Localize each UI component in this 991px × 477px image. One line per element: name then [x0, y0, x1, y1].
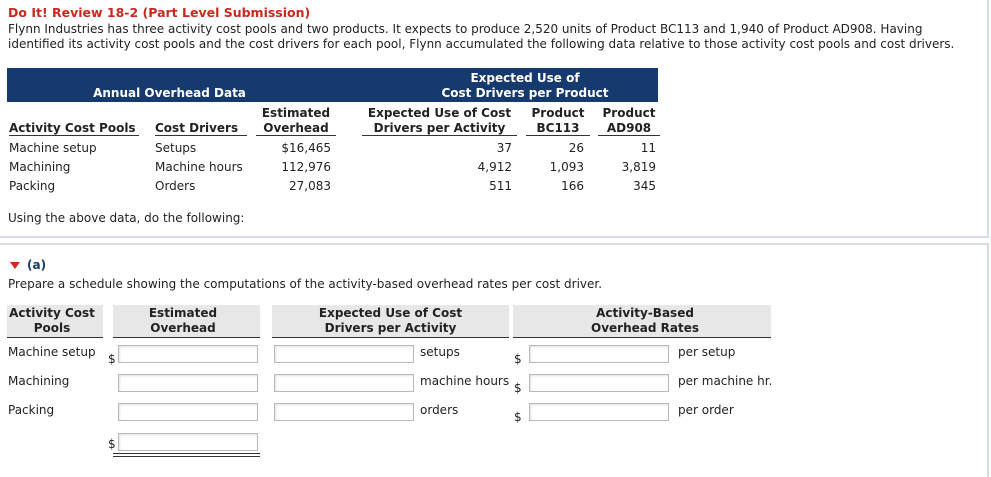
part-a-prompt: Prepare a schedule showing the computati…: [8, 277, 603, 291]
row-driver: Orders: [155, 179, 196, 193]
row-overhead: $16,465: [281, 141, 331, 155]
rate-input-machining[interactable]: [529, 374, 669, 392]
col-ad908-2: AD908: [598, 121, 660, 136]
gray-header-rate: [513, 305, 771, 338]
overhead-input-packing[interactable]: [118, 403, 258, 421]
a-col-overhead-1: Estimated: [148, 306, 218, 320]
a-col-rate-1: Activity-Based: [596, 306, 694, 320]
expected-use-header-1: Expected Use of: [470, 71, 580, 85]
col-ad908-1: Product: [602, 106, 656, 120]
dollar-sign: $: [514, 381, 522, 395]
a-row-unit: setups: [420, 345, 460, 359]
col-estimated-2: Overhead: [256, 121, 336, 136]
expected-use-header-2: Cost Drivers per Product: [441, 86, 609, 100]
a-row-per: per setup: [678, 345, 736, 359]
overhead-input-machine-setup[interactable]: [118, 345, 258, 363]
a-row-pool: Machining: [8, 374, 70, 388]
instruction-text: Using the above data, do the following:: [8, 211, 245, 225]
row-driver: Setups: [155, 141, 197, 155]
annual-overhead-header: Annual Overhead Data: [93, 86, 246, 100]
data-table-header-bar: [7, 68, 658, 102]
rate-input-packing[interactable]: [529, 403, 669, 421]
overhead-input-machining[interactable]: [118, 374, 258, 392]
col-bc113-2: BC113: [526, 121, 590, 136]
row-pool: Machine setup: [9, 141, 97, 155]
use-input-machining[interactable]: [274, 374, 414, 392]
overhead-input-total[interactable]: [118, 433, 258, 451]
a-col-rate-2: Overhead Rates: [591, 321, 699, 335]
col-cost-drivers: Cost Drivers: [155, 121, 247, 136]
row-overhead: 112,976: [281, 160, 331, 174]
dollar-sign: $: [108, 352, 116, 366]
a-row-pool: Packing: [8, 403, 55, 417]
a-col-pool-1: Activity Cost: [9, 306, 95, 320]
row-ad908: 345: [633, 179, 656, 193]
a-row-per: per order: [678, 403, 734, 417]
dollar-sign: $: [514, 352, 522, 366]
problem-intro: Flynn Industries has three activity cost…: [8, 22, 955, 51]
a-col-use-2: Drivers per Activity: [324, 321, 457, 335]
row-ad908: 11: [640, 141, 656, 155]
row-overhead: 27,083: [289, 179, 331, 193]
a-col-overhead-2: Overhead: [150, 321, 216, 335]
col-expected-use-2: Drivers per Activity: [362, 121, 517, 136]
row-use: 37: [496, 141, 512, 155]
a-row-unit: orders: [420, 403, 459, 417]
row-ad908: 3,819: [621, 160, 656, 174]
use-input-packing[interactable]: [274, 403, 414, 421]
total-double-rule-2: [113, 456, 260, 457]
col-estimated-1: Estimated: [261, 106, 331, 120]
dollar-sign: $: [514, 410, 522, 424]
a-col-pool-2: Pools: [33, 321, 71, 335]
col-activity-cost-pools: Activity Cost Pools: [9, 121, 139, 136]
rate-input-machine-setup[interactable]: [529, 345, 669, 363]
gray-header-use: [272, 305, 509, 338]
row-bc113: 166: [561, 179, 584, 193]
gray-header-overhead: [113, 305, 260, 338]
row-pool: Machining: [9, 160, 71, 174]
collapse-caret-icon[interactable]: [10, 262, 20, 269]
problem-title: Do It! Review 18-2 (Part Level Submissio…: [8, 5, 311, 20]
dollar-sign: $: [108, 437, 116, 451]
part-a-card: [0, 243, 989, 477]
col-bc113-1: Product: [531, 106, 585, 120]
row-bc113: 26: [568, 141, 584, 155]
row-pool: Packing: [9, 179, 56, 193]
problem-card: [0, 0, 989, 238]
col-expected-use-1: Expected Use of Cost: [367, 106, 512, 120]
part-a-label[interactable]: (a): [27, 258, 47, 272]
row-driver: Machine hours: [155, 160, 243, 174]
a-row-unit: machine hours: [420, 374, 510, 388]
a-col-use-1: Expected Use of Cost: [318, 306, 463, 320]
a-row-pool: Machine setup: [8, 345, 96, 359]
row-use: 511: [489, 179, 512, 193]
total-double-rule: [113, 453, 260, 454]
a-row-per: per machine hr.: [678, 374, 773, 388]
row-bc113: 1,093: [549, 160, 584, 174]
gray-header-pool: [7, 305, 103, 338]
use-input-machine-setup[interactable]: [274, 345, 414, 363]
row-use: 4,912: [477, 160, 512, 174]
